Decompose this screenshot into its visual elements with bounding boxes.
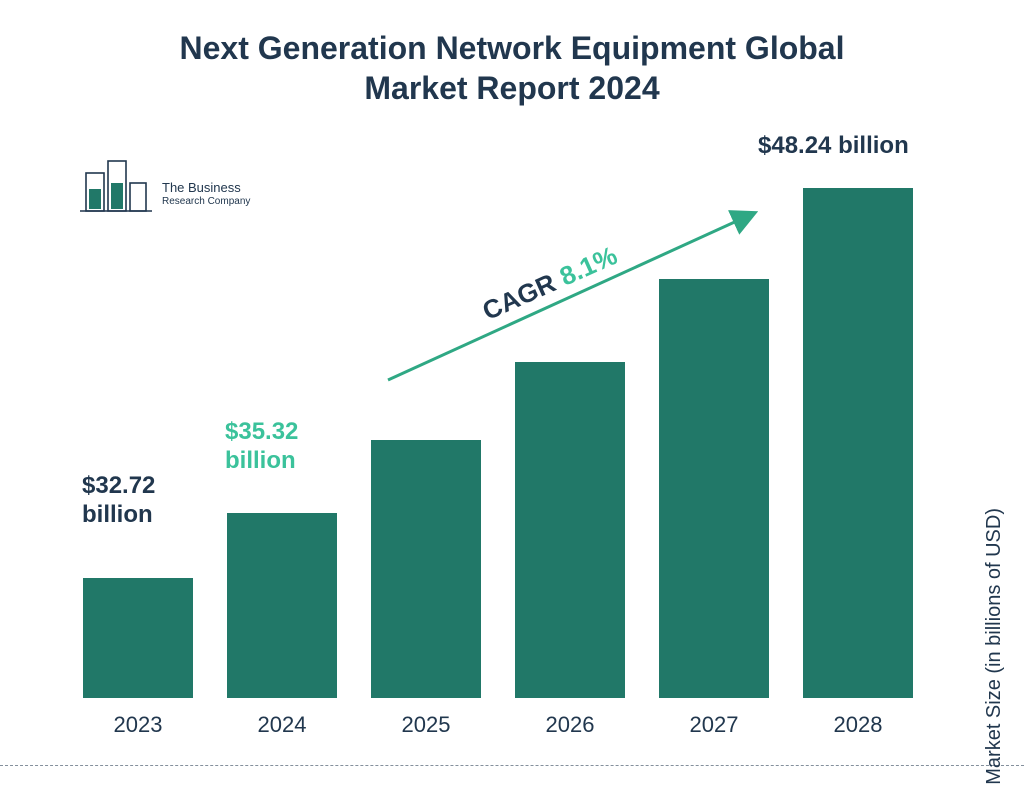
bar-slot bbox=[78, 578, 198, 698]
bar bbox=[227, 513, 337, 698]
x-axis-label: 2025 bbox=[366, 712, 486, 738]
value-callout: $32.72billion bbox=[82, 472, 155, 530]
bars-container bbox=[78, 188, 918, 698]
bar-chart bbox=[78, 188, 918, 698]
title-line-1: Next Generation Network Equipment Global bbox=[180, 30, 845, 66]
y-axis-label: Market Size (in billions of USD) bbox=[983, 508, 1006, 785]
value-callout: $48.24 billion bbox=[758, 132, 909, 161]
x-axis-label: 2027 bbox=[654, 712, 774, 738]
bar bbox=[803, 188, 913, 698]
bar-slot bbox=[798, 188, 918, 698]
value-callout: $35.32billion bbox=[225, 418, 298, 476]
bar-slot bbox=[222, 513, 342, 698]
bar-slot bbox=[366, 440, 486, 698]
x-axis-labels: 2023 2024 2025 2026 2027 2028 bbox=[78, 712, 918, 738]
bar bbox=[659, 279, 769, 698]
x-axis-label: 2026 bbox=[510, 712, 630, 738]
bottom-divider bbox=[0, 765, 1024, 766]
bar-slot bbox=[510, 362, 630, 698]
bar bbox=[83, 578, 193, 698]
x-axis-label: 2028 bbox=[798, 712, 918, 738]
chart-title: Next Generation Network Equipment Global… bbox=[0, 28, 1024, 108]
x-axis-label: 2023 bbox=[78, 712, 198, 738]
x-axis-label: 2024 bbox=[222, 712, 342, 738]
bar bbox=[515, 362, 625, 698]
title-line-2: Market Report 2024 bbox=[364, 70, 659, 106]
bar-slot bbox=[654, 279, 774, 698]
bar bbox=[371, 440, 481, 698]
